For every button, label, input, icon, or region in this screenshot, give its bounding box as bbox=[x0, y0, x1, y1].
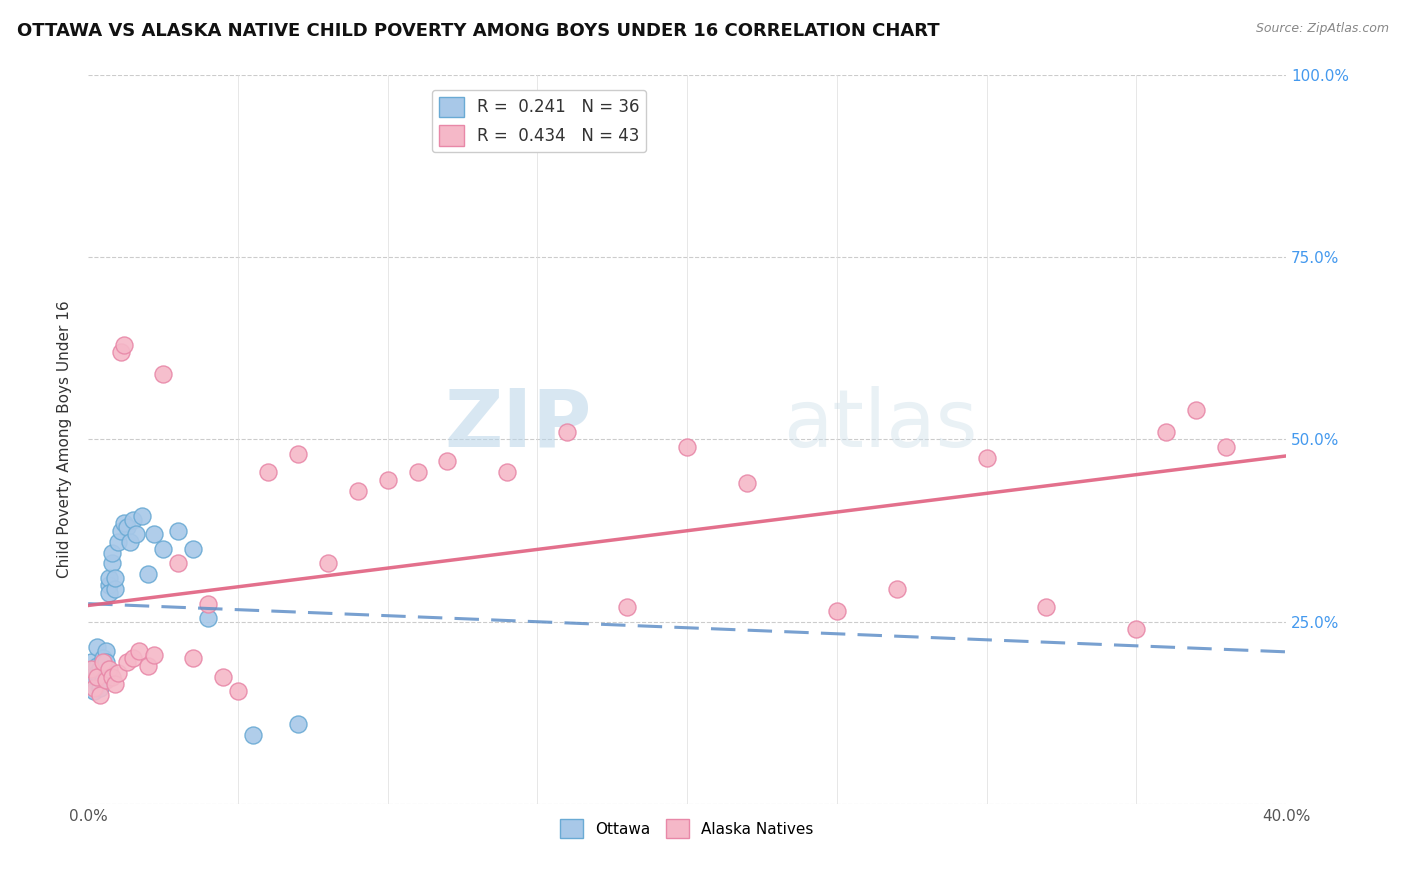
Text: OTTAWA VS ALASKA NATIVE CHILD POVERTY AMONG BOYS UNDER 16 CORRELATION CHART: OTTAWA VS ALASKA NATIVE CHILD POVERTY AM… bbox=[17, 22, 939, 40]
Point bbox=[98, 571, 121, 585]
Point bbox=[167, 557, 190, 571]
Point bbox=[316, 557, 339, 571]
Point bbox=[112, 337, 135, 351]
Point bbox=[735, 476, 758, 491]
Point bbox=[125, 527, 148, 541]
Point bbox=[101, 545, 124, 559]
Point bbox=[143, 527, 166, 541]
Point bbox=[976, 450, 998, 465]
Point bbox=[94, 673, 117, 688]
Point bbox=[86, 670, 108, 684]
Point bbox=[152, 367, 174, 381]
Point bbox=[89, 681, 111, 695]
Point bbox=[143, 648, 166, 662]
Point bbox=[104, 582, 127, 596]
Point bbox=[86, 665, 108, 680]
Point bbox=[91, 673, 114, 688]
Point bbox=[1215, 440, 1237, 454]
Point bbox=[110, 524, 132, 538]
Point bbox=[115, 655, 138, 669]
Point bbox=[226, 684, 249, 698]
Point bbox=[136, 567, 159, 582]
Point bbox=[104, 677, 127, 691]
Point bbox=[1125, 622, 1147, 636]
Point bbox=[104, 571, 127, 585]
Point bbox=[1154, 425, 1177, 439]
Point bbox=[1035, 600, 1057, 615]
Point bbox=[122, 513, 145, 527]
Point bbox=[101, 670, 124, 684]
Point bbox=[212, 670, 235, 684]
Point bbox=[86, 658, 108, 673]
Point bbox=[107, 665, 129, 680]
Point bbox=[98, 662, 121, 676]
Point bbox=[80, 662, 103, 676]
Point bbox=[496, 465, 519, 479]
Point bbox=[131, 509, 153, 524]
Point bbox=[80, 670, 103, 684]
Point bbox=[436, 454, 458, 468]
Point bbox=[86, 640, 108, 655]
Point bbox=[83, 681, 105, 695]
Point bbox=[94, 644, 117, 658]
Point bbox=[287, 447, 309, 461]
Legend: Ottawa, Alaska Natives: Ottawa, Alaska Natives bbox=[554, 814, 820, 844]
Point bbox=[181, 541, 204, 556]
Text: Source: ZipAtlas.com: Source: ZipAtlas.com bbox=[1256, 22, 1389, 36]
Point bbox=[197, 597, 219, 611]
Point bbox=[287, 717, 309, 731]
Point bbox=[1185, 403, 1208, 417]
Point bbox=[80, 655, 103, 669]
Point bbox=[167, 524, 190, 538]
Point bbox=[152, 541, 174, 556]
Point bbox=[555, 425, 578, 439]
Point bbox=[197, 611, 219, 625]
Text: atlas: atlas bbox=[783, 386, 977, 464]
Point bbox=[112, 516, 135, 531]
Y-axis label: Child Poverty Among Boys Under 16: Child Poverty Among Boys Under 16 bbox=[58, 301, 72, 578]
Point bbox=[346, 483, 368, 498]
Point bbox=[120, 534, 142, 549]
Point bbox=[98, 585, 121, 599]
Point bbox=[115, 520, 138, 534]
Point bbox=[136, 658, 159, 673]
Point bbox=[886, 582, 908, 596]
Point bbox=[91, 651, 114, 665]
Point bbox=[83, 684, 105, 698]
Point bbox=[110, 344, 132, 359]
Point bbox=[98, 578, 121, 592]
Point bbox=[181, 651, 204, 665]
Point bbox=[94, 655, 117, 669]
Point bbox=[89, 688, 111, 702]
Point bbox=[101, 557, 124, 571]
Point bbox=[256, 465, 278, 479]
Point bbox=[83, 673, 105, 688]
Point bbox=[406, 465, 429, 479]
Point bbox=[616, 600, 638, 615]
Point bbox=[825, 604, 848, 618]
Point bbox=[91, 655, 114, 669]
Point bbox=[107, 534, 129, 549]
Point bbox=[676, 440, 699, 454]
Point bbox=[128, 644, 150, 658]
Point bbox=[242, 728, 264, 742]
Point bbox=[377, 473, 399, 487]
Text: ZIP: ZIP bbox=[444, 386, 592, 464]
Point bbox=[89, 662, 111, 676]
Point bbox=[122, 651, 145, 665]
